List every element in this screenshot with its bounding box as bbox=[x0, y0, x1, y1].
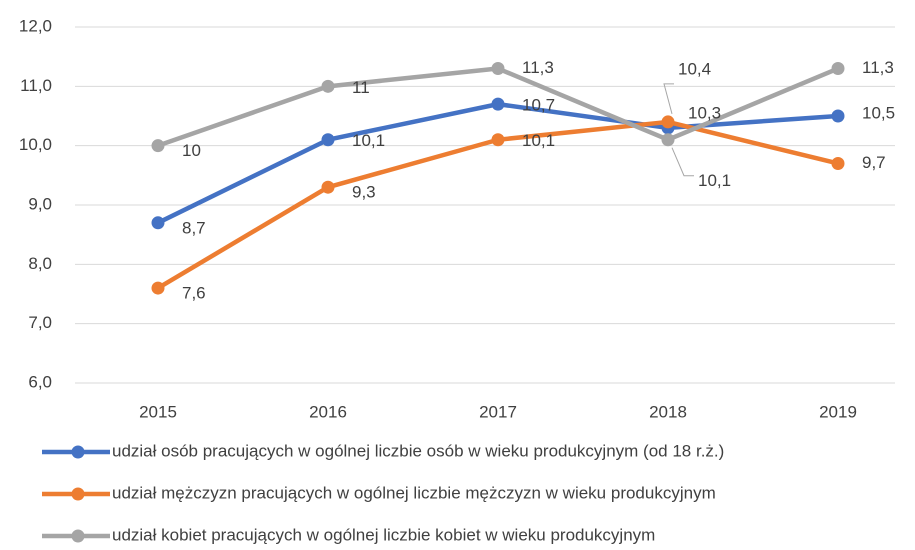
marker bbox=[151, 216, 165, 230]
marker bbox=[151, 281, 165, 295]
data-label: 10,1 bbox=[522, 131, 555, 150]
y-tick-label: 7,0 bbox=[28, 313, 52, 332]
x-tick-label: 2019 bbox=[819, 402, 857, 421]
leader-line bbox=[671, 147, 694, 177]
marker bbox=[831, 62, 845, 76]
data-label: 11,3 bbox=[522, 58, 554, 77]
marker bbox=[491, 133, 505, 147]
leader-line bbox=[663, 83, 674, 115]
marker bbox=[321, 133, 335, 147]
data-label: 10,4 bbox=[678, 59, 711, 78]
x-tick-label: 2016 bbox=[309, 402, 347, 421]
y-tick-label: 11,0 bbox=[20, 76, 52, 95]
legend-marker bbox=[71, 529, 85, 543]
marker bbox=[661, 133, 675, 147]
x-tick-label: 2018 bbox=[649, 402, 687, 421]
legend-label: udział kobiet pracujących w ogólnej licz… bbox=[112, 525, 655, 544]
marker bbox=[151, 139, 165, 153]
data-label: 10,5 bbox=[862, 103, 895, 122]
marker bbox=[491, 97, 505, 111]
x-tick-label: 2015 bbox=[139, 402, 177, 421]
data-label: 7,6 bbox=[182, 284, 206, 303]
legend-label: udział mężczyzn pracujących w ogólnej li… bbox=[112, 483, 716, 502]
legend-marker bbox=[71, 445, 85, 459]
y-tick-label: 8,0 bbox=[28, 254, 52, 273]
data-label: 11 bbox=[352, 78, 370, 97]
y-tick-label: 6,0 bbox=[28, 372, 52, 391]
data-label: 11,3 bbox=[862, 58, 894, 77]
data-label: 8,7 bbox=[182, 218, 206, 237]
data-label: 9,3 bbox=[352, 183, 376, 202]
marker bbox=[321, 79, 335, 93]
y-tick-label: 9,0 bbox=[28, 194, 52, 213]
marker bbox=[831, 156, 845, 170]
marker bbox=[321, 180, 335, 194]
y-tick-label: 10,0 bbox=[19, 135, 52, 154]
marker bbox=[661, 115, 675, 129]
data-label: 10,3 bbox=[688, 103, 721, 122]
data-label: 10 bbox=[182, 141, 201, 160]
data-label: 10,7 bbox=[522, 96, 555, 115]
marker bbox=[831, 109, 845, 123]
legend-marker bbox=[71, 487, 85, 501]
data-label: 10,1 bbox=[698, 171, 731, 190]
x-tick-label: 2017 bbox=[479, 402, 517, 421]
marker bbox=[491, 62, 505, 76]
legend-label: udział osób pracujących w ogólnej liczbi… bbox=[112, 441, 724, 460]
data-label: 10,1 bbox=[352, 131, 385, 150]
data-label: 9,7 bbox=[862, 153, 886, 172]
y-tick-label: 12,0 bbox=[19, 16, 52, 35]
